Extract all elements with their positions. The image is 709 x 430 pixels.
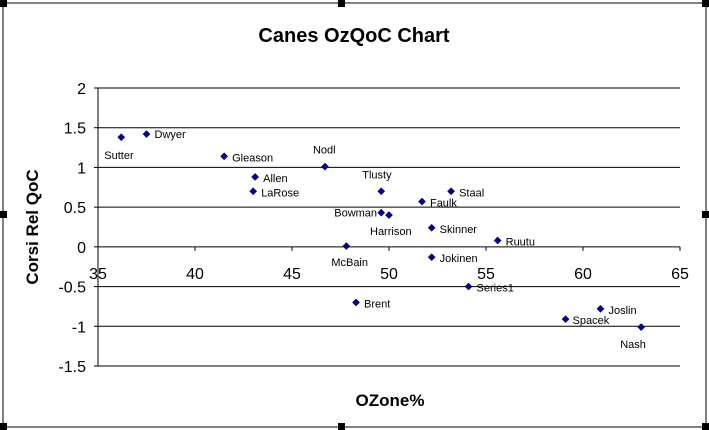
y-tick-label: -1 <box>72 319 86 336</box>
data-label-bowman: Bowman <box>334 208 377 220</box>
data-point-nash <box>637 323 646 332</box>
data-point-brent <box>352 298 360 307</box>
data-label-mcbain: McBain <box>331 257 368 269</box>
handle-bottom-mid[interactable] <box>338 423 345 430</box>
handle-mid-right[interactable] <box>702 211 709 218</box>
axes <box>94 87 681 367</box>
data-label-faulk: Faulk <box>430 198 457 210</box>
data-label-larose: LaRose <box>261 187 299 199</box>
x-tick-label: 40 <box>186 266 204 283</box>
x-tick-label: 35 <box>89 266 107 283</box>
data-label-spacek: Spacek <box>573 315 610 327</box>
data-point-bowman <box>377 208 386 217</box>
data-labels: Sutter Dwyer Gleason Allen LaRose Nodl Tlusty S… <box>104 129 646 351</box>
data-point-staal <box>447 187 456 196</box>
data-label-harrison: Harrison <box>370 226 412 238</box>
x-axis-label: OZone% <box>356 391 425 410</box>
handle-top-right[interactable] <box>702 0 709 7</box>
y-tick-label: 0.5 <box>64 200 86 217</box>
grid-lines <box>98 87 680 367</box>
y-tick-label: -1.5 <box>58 359 86 376</box>
data-label-staal: Staal <box>459 187 484 199</box>
data-label-jokinen: Jokinen <box>440 253 478 265</box>
data-point-skinner <box>427 223 436 232</box>
x-tick-label: 60 <box>574 266 592 283</box>
y-tick-label: 2 <box>77 81 86 98</box>
data-label-ruutu: Ruutu <box>506 237 535 249</box>
data-label-dwyer: Dwyer <box>155 129 187 141</box>
data-label-series1: Series1 <box>477 283 514 295</box>
data-label-allen: Allen <box>263 173 287 185</box>
handle-bottom-left[interactable] <box>0 423 7 430</box>
data-point-joslin <box>596 304 605 313</box>
handle-bottom-right[interactable] <box>702 423 709 430</box>
tick-labels: 2 1.5 1 0.5 0 -0.5 -1 -1.5 35 40 45 50 55 60 65 <box>58 81 689 376</box>
x-tick-label: 55 <box>477 266 495 283</box>
data-label-nodl: Nodl <box>313 145 336 157</box>
y-tick-label: 1 <box>77 160 86 177</box>
data-label-skinner: Skinner <box>440 224 478 236</box>
x-tick-label: 50 <box>380 266 398 283</box>
data-points <box>117 130 646 332</box>
data-point-series1 <box>464 282 473 291</box>
y-tick-label: 1.5 <box>64 121 86 138</box>
data-point-spacek <box>561 315 570 324</box>
data-point-faulk <box>418 197 426 206</box>
data-label-nash: Nash <box>620 339 646 351</box>
data-point-larose <box>249 187 258 196</box>
x-tick-label: 65 <box>671 266 689 283</box>
data-label-gleason: Gleason <box>232 152 273 164</box>
handle-mid-left[interactable] <box>0 211 7 218</box>
data-point-jokinen <box>427 253 436 262</box>
data-point-nodl <box>321 162 329 171</box>
data-point-harrison <box>385 211 393 220</box>
data-label-joslin: Joslin <box>608 305 636 317</box>
x-tick-label: 45 <box>283 266 301 283</box>
data-point-tlusty <box>377 187 386 196</box>
data-point-dwyer <box>142 130 151 139</box>
chart-title: Canes OzQoC Chart <box>258 25 449 47</box>
handle-top-mid[interactable] <box>338 0 345 7</box>
data-point-sutter <box>117 133 126 142</box>
data-label-tlusty: Tlusty <box>362 169 392 181</box>
data-point-allen <box>251 173 260 181</box>
data-point-gleason <box>220 152 229 161</box>
y-tick-label: 0 <box>77 240 86 257</box>
y-tick-label: -0.5 <box>58 280 86 297</box>
data-label-sutter: Sutter <box>104 150 134 162</box>
y-axis-label: Corsi Rel QoC <box>23 169 42 284</box>
handle-top-left[interactable] <box>0 0 7 7</box>
data-label-brent: Brent <box>364 298 390 310</box>
data-point-mcbain <box>342 242 351 251</box>
data-point-ruutu <box>493 236 502 245</box>
